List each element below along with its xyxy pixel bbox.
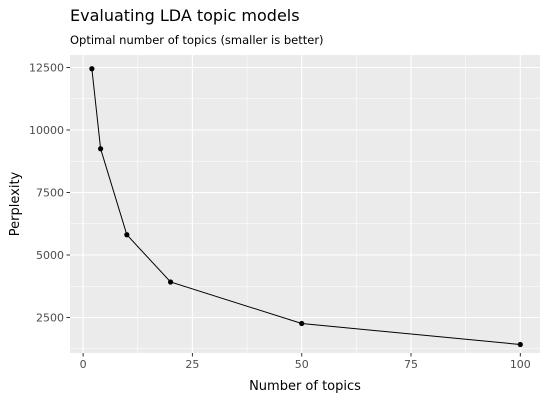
plot-panel	[70, 55, 540, 353]
y-tick-label: 12500	[29, 62, 64, 75]
y-axis-title: Perplexity	[8, 171, 23, 236]
y-tick-label: 10000	[29, 124, 64, 137]
series-line	[91, 68, 521, 345]
data-point	[124, 232, 130, 238]
major-gridlines	[70, 55, 540, 353]
y-tick-label: 7500	[36, 187, 64, 200]
axes-layer: 0 25 50 75 100 2500 5000 7500 10000 12500	[29, 62, 531, 372]
data-point	[98, 146, 104, 152]
series-layer	[89, 66, 523, 348]
x-tick-label: 100	[510, 358, 531, 371]
minor-gridlines	[70, 55, 540, 353]
chart-subtitle: Optimal number of topics (smaller is bet…	[70, 33, 324, 47]
x-axis-title: Number of topics	[249, 379, 361, 394]
x-tick-label: 0	[80, 358, 87, 371]
x-tick-label: 75	[404, 358, 418, 371]
data-point	[517, 341, 523, 348]
data-point	[167, 279, 174, 285]
y-tick-label: 5000	[36, 249, 64, 262]
x-tick-label: 50	[295, 358, 309, 371]
chart-title: Evaluating LDA topic models	[70, 6, 300, 25]
data-point	[299, 320, 305, 327]
data-point	[89, 66, 95, 72]
x-tick-label: 25	[185, 358, 199, 371]
y-tick-label: 2500	[36, 312, 64, 325]
